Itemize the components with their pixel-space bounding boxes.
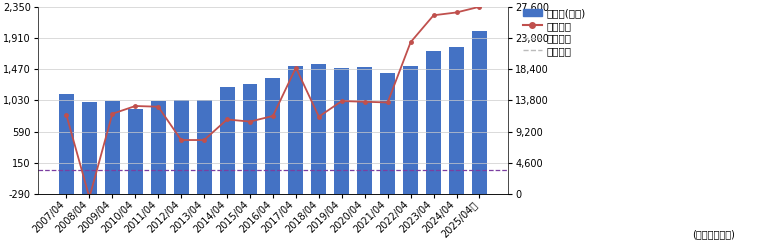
Bar [174,100,189,194]
Bar [449,47,464,194]
Bar [265,78,280,194]
Bar [151,101,166,194]
Bar [105,101,120,194]
Bar [472,31,487,194]
Bar [357,67,372,194]
Bar [82,102,97,194]
Bar [196,100,211,194]
Bar [243,84,258,194]
Bar [220,87,234,194]
Legend: 売上高(右軸), 営業利益, 経常利益, 当期利益: 売上高(右軸), 営業利益, 経常利益, 当期利益 [523,8,586,56]
Bar [312,64,326,194]
Bar [381,73,395,194]
Bar [128,109,143,194]
Bar [59,94,74,194]
Bar [403,66,418,194]
Bar [426,51,441,194]
Bar [289,67,303,194]
Text: (単位：百万円): (単位：百万円) [692,230,735,240]
Bar [334,68,349,194]
